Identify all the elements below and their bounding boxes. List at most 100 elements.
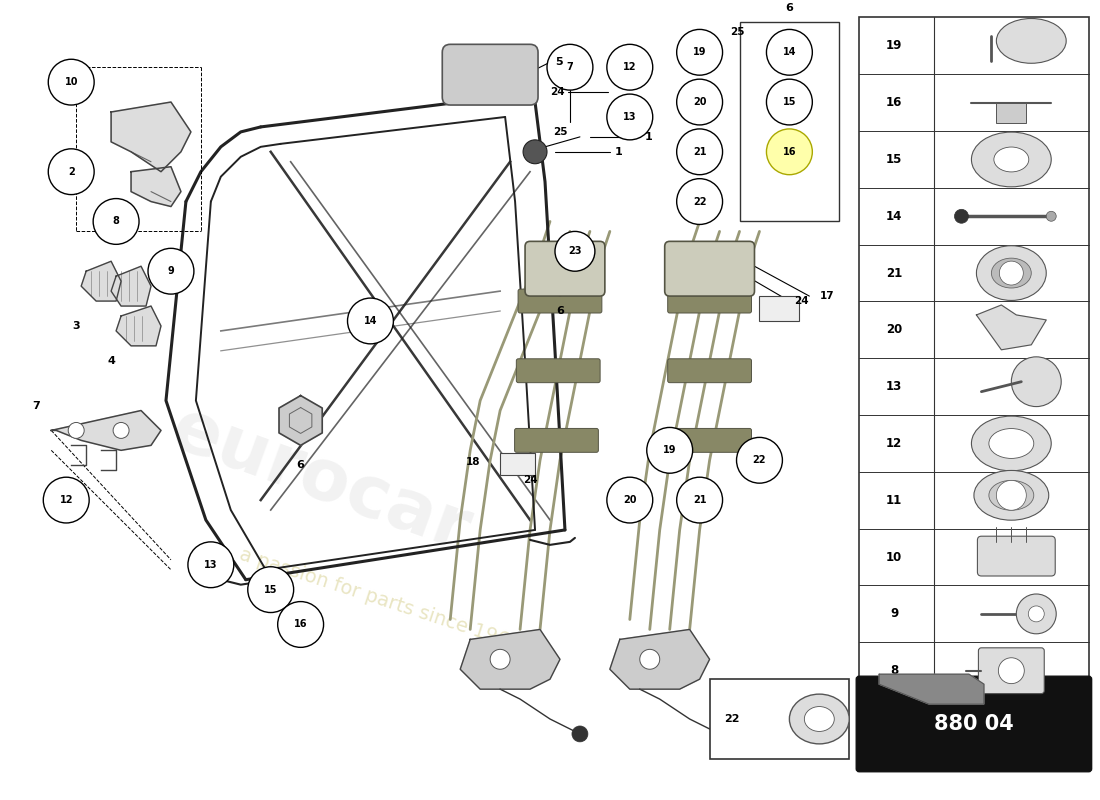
Text: 6: 6 [785, 2, 793, 13]
Ellipse shape [994, 147, 1028, 172]
Text: 21: 21 [693, 495, 706, 505]
Text: 22: 22 [725, 714, 740, 724]
Text: 4: 4 [107, 356, 116, 366]
Text: 10: 10 [886, 550, 902, 563]
FancyBboxPatch shape [668, 429, 751, 452]
Circle shape [524, 140, 547, 164]
Circle shape [188, 542, 234, 588]
Circle shape [1016, 594, 1056, 634]
Text: 8: 8 [112, 217, 120, 226]
Text: 24: 24 [794, 296, 808, 306]
Text: 16: 16 [782, 147, 796, 157]
Ellipse shape [997, 18, 1066, 63]
Circle shape [607, 477, 652, 523]
Circle shape [955, 210, 968, 223]
Ellipse shape [974, 470, 1048, 520]
Text: 22: 22 [693, 197, 706, 206]
Circle shape [676, 178, 723, 225]
Circle shape [767, 79, 812, 125]
Circle shape [607, 44, 652, 90]
Circle shape [1046, 211, 1056, 222]
Polygon shape [879, 674, 983, 704]
Circle shape [248, 566, 294, 613]
Circle shape [647, 427, 693, 474]
Ellipse shape [989, 429, 1034, 458]
Polygon shape [111, 266, 151, 306]
Circle shape [676, 129, 723, 174]
Ellipse shape [989, 480, 1034, 510]
Text: 11: 11 [886, 494, 902, 506]
Circle shape [676, 477, 723, 523]
Text: 14: 14 [364, 316, 377, 326]
Circle shape [277, 602, 323, 647]
Circle shape [148, 248, 194, 294]
FancyBboxPatch shape [518, 289, 602, 313]
Text: 19: 19 [663, 446, 676, 455]
Text: 16: 16 [294, 619, 307, 630]
Text: a passion for parts since 1965: a passion for parts since 1965 [238, 545, 524, 654]
Polygon shape [279, 395, 322, 446]
FancyBboxPatch shape [442, 44, 538, 105]
Ellipse shape [971, 416, 1052, 471]
Ellipse shape [991, 258, 1032, 288]
Text: 18: 18 [465, 458, 481, 467]
Bar [500, 454, 535, 475]
Polygon shape [117, 306, 161, 346]
Text: 10: 10 [65, 77, 78, 87]
FancyBboxPatch shape [525, 242, 605, 296]
Text: 20: 20 [886, 323, 902, 336]
Polygon shape [81, 262, 121, 301]
Ellipse shape [971, 132, 1052, 187]
Text: 15: 15 [886, 153, 902, 166]
Text: 24: 24 [550, 87, 565, 97]
Text: 1: 1 [645, 132, 652, 142]
Text: 6: 6 [556, 306, 564, 316]
FancyBboxPatch shape [515, 429, 598, 452]
Text: 13: 13 [886, 380, 902, 393]
FancyBboxPatch shape [516, 358, 601, 382]
Polygon shape [977, 305, 1046, 350]
Bar [739, 22, 839, 222]
Polygon shape [538, 246, 582, 296]
Text: 5: 5 [556, 58, 562, 67]
Text: 20: 20 [693, 97, 706, 107]
Circle shape [1011, 357, 1062, 406]
Circle shape [737, 438, 782, 483]
Circle shape [94, 198, 139, 244]
Bar [710, 679, 849, 759]
Bar [759, 296, 800, 321]
Circle shape [607, 94, 652, 140]
Circle shape [572, 726, 587, 742]
Text: 14: 14 [782, 47, 796, 58]
Text: 22: 22 [752, 455, 767, 466]
Text: 7: 7 [566, 62, 573, 72]
FancyBboxPatch shape [978, 648, 1044, 694]
Circle shape [556, 231, 595, 271]
Circle shape [348, 298, 394, 344]
Circle shape [547, 44, 593, 90]
Bar [997, 102, 1026, 122]
Text: 20: 20 [623, 495, 637, 505]
Circle shape [1000, 261, 1023, 285]
FancyBboxPatch shape [668, 289, 751, 313]
FancyBboxPatch shape [664, 242, 755, 296]
Circle shape [48, 59, 95, 105]
Text: 19: 19 [886, 39, 902, 52]
Circle shape [43, 477, 89, 523]
Text: 25: 25 [552, 127, 568, 137]
Circle shape [676, 30, 723, 75]
Text: 6: 6 [297, 460, 305, 470]
Circle shape [767, 129, 812, 174]
Text: 9: 9 [167, 266, 174, 276]
FancyBboxPatch shape [978, 536, 1055, 576]
Text: 13: 13 [623, 112, 637, 122]
Polygon shape [609, 630, 710, 689]
Text: 19: 19 [693, 47, 706, 58]
FancyBboxPatch shape [668, 358, 751, 382]
Text: 21: 21 [886, 266, 902, 279]
Circle shape [113, 422, 129, 438]
Text: 7: 7 [32, 401, 41, 410]
Text: eurocar: eurocar [162, 394, 480, 566]
Text: 12: 12 [623, 62, 637, 72]
Circle shape [68, 422, 85, 438]
